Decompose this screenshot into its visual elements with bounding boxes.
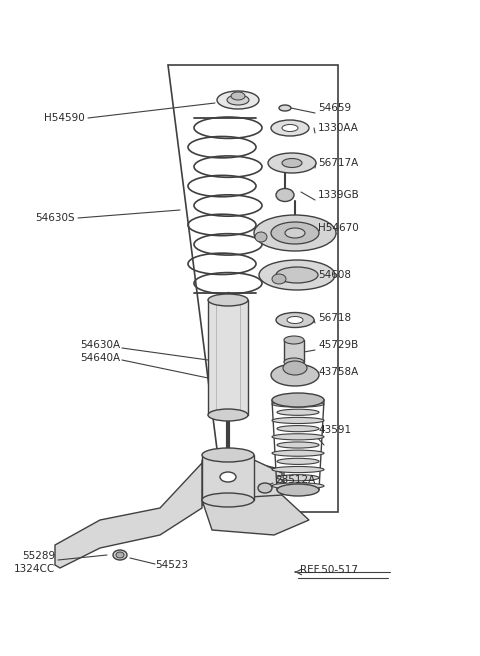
Text: REF.50-517: REF.50-517 xyxy=(300,565,358,575)
Ellipse shape xyxy=(255,232,267,242)
Ellipse shape xyxy=(277,426,319,432)
Text: 55289: 55289 xyxy=(22,551,55,561)
Ellipse shape xyxy=(254,215,336,251)
Ellipse shape xyxy=(259,260,335,290)
Ellipse shape xyxy=(276,188,294,201)
Text: 45729B: 45729B xyxy=(318,340,358,350)
Ellipse shape xyxy=(272,274,286,284)
Ellipse shape xyxy=(231,92,245,100)
Ellipse shape xyxy=(285,228,305,238)
Ellipse shape xyxy=(277,409,319,415)
Ellipse shape xyxy=(208,409,248,421)
Ellipse shape xyxy=(277,442,319,448)
Polygon shape xyxy=(202,460,282,505)
Ellipse shape xyxy=(116,552,124,558)
Text: 43758A: 43758A xyxy=(318,367,358,377)
Ellipse shape xyxy=(227,95,249,105)
Text: 56717A: 56717A xyxy=(318,158,358,168)
Ellipse shape xyxy=(272,401,324,407)
Ellipse shape xyxy=(258,483,272,493)
Polygon shape xyxy=(254,463,284,492)
Text: H54670: H54670 xyxy=(318,223,359,233)
Ellipse shape xyxy=(272,483,324,489)
Text: 54659: 54659 xyxy=(318,103,351,113)
Bar xyxy=(208,300,248,415)
Text: H54590: H54590 xyxy=(44,113,85,123)
Ellipse shape xyxy=(287,316,303,323)
Ellipse shape xyxy=(272,434,324,440)
Ellipse shape xyxy=(277,475,319,481)
Ellipse shape xyxy=(282,125,298,131)
Text: 43591: 43591 xyxy=(318,425,351,435)
Ellipse shape xyxy=(220,472,236,482)
Ellipse shape xyxy=(272,466,324,472)
Ellipse shape xyxy=(268,153,316,173)
Ellipse shape xyxy=(202,448,254,462)
Polygon shape xyxy=(55,463,202,568)
Bar xyxy=(284,340,304,362)
Ellipse shape xyxy=(272,417,324,424)
Ellipse shape xyxy=(272,393,324,407)
Ellipse shape xyxy=(284,336,304,344)
Text: 54608: 54608 xyxy=(318,270,351,280)
Ellipse shape xyxy=(217,91,259,109)
Ellipse shape xyxy=(271,364,319,386)
Ellipse shape xyxy=(113,550,127,560)
Ellipse shape xyxy=(282,159,302,167)
Polygon shape xyxy=(202,495,309,535)
Text: 54630S: 54630S xyxy=(36,213,75,223)
Ellipse shape xyxy=(284,358,304,366)
Ellipse shape xyxy=(271,222,319,244)
Text: 54640A: 54640A xyxy=(80,353,120,363)
Text: 54523: 54523 xyxy=(155,560,188,570)
Text: 54630A: 54630A xyxy=(80,340,120,350)
Text: 28512A: 28512A xyxy=(275,475,315,485)
Ellipse shape xyxy=(271,120,309,136)
Text: 1339GB: 1339GB xyxy=(318,190,360,200)
Text: 56718: 56718 xyxy=(318,313,351,323)
Ellipse shape xyxy=(276,312,314,327)
Ellipse shape xyxy=(208,294,248,306)
Ellipse shape xyxy=(277,484,319,496)
Text: 1324CC: 1324CC xyxy=(14,564,55,574)
Ellipse shape xyxy=(272,450,324,457)
Bar xyxy=(202,455,254,500)
Text: 1330AA: 1330AA xyxy=(318,123,359,133)
Ellipse shape xyxy=(283,361,307,375)
Ellipse shape xyxy=(277,459,319,464)
Ellipse shape xyxy=(276,267,318,283)
Ellipse shape xyxy=(279,105,291,111)
Ellipse shape xyxy=(202,493,254,507)
